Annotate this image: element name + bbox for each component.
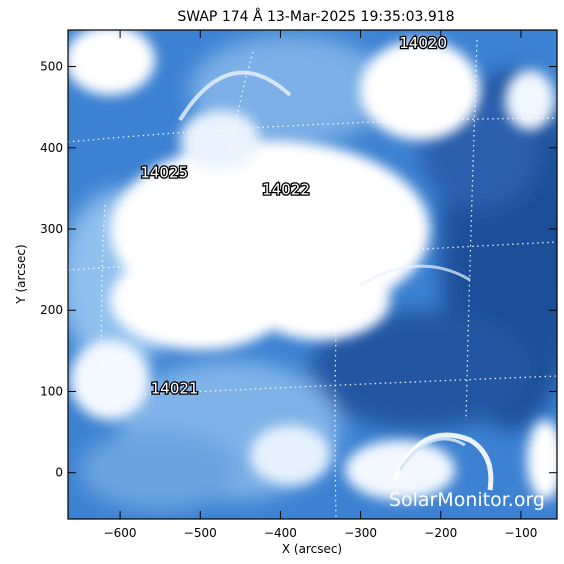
solarmonitor-watermark: SolarMonitor.org [389, 489, 545, 511]
x-tick-label: −100 [504, 526, 537, 540]
ar-14021-label: 14021 [151, 379, 199, 397]
plot-frame [67, 29, 558, 520]
y-tick-label: 500 [40, 60, 63, 74]
solar-euv-image [68, 30, 557, 519]
y-axis: 0 100 200 300 400 500 [40, 60, 557, 480]
x-axis: −600 −500 −400 −300 −200 −100 [104, 30, 537, 540]
heliographic-grid [68, 39, 557, 519]
y-tick-label: 0 [55, 466, 63, 480]
ar-14020-label: 14020 [399, 34, 447, 52]
x-tick-label: −200 [424, 526, 457, 540]
y-tick-label: 100 [40, 384, 63, 398]
active-region-labels: 14020 14025 14022 14021 [139, 33, 448, 399]
ar-14025-label: 14025 [140, 163, 188, 181]
image-title: SWAP 174 Å 13-Mar-2025 19:35:03.918 [177, 8, 454, 25]
y-tick-label: 300 [40, 222, 63, 236]
x-tick-label: −400 [264, 526, 297, 540]
x-tick-label: −300 [344, 526, 377, 540]
x-tick-label: −500 [184, 526, 217, 540]
x-axis-label: X (arcsec) [282, 542, 342, 556]
y-tick-label: 200 [40, 303, 63, 317]
y-tick-label: 400 [40, 141, 63, 155]
ar-14022-label: 14022 [262, 180, 310, 198]
x-tick-label: −600 [104, 526, 137, 540]
y-axis-label: Y (arcsec) [14, 244, 28, 304]
